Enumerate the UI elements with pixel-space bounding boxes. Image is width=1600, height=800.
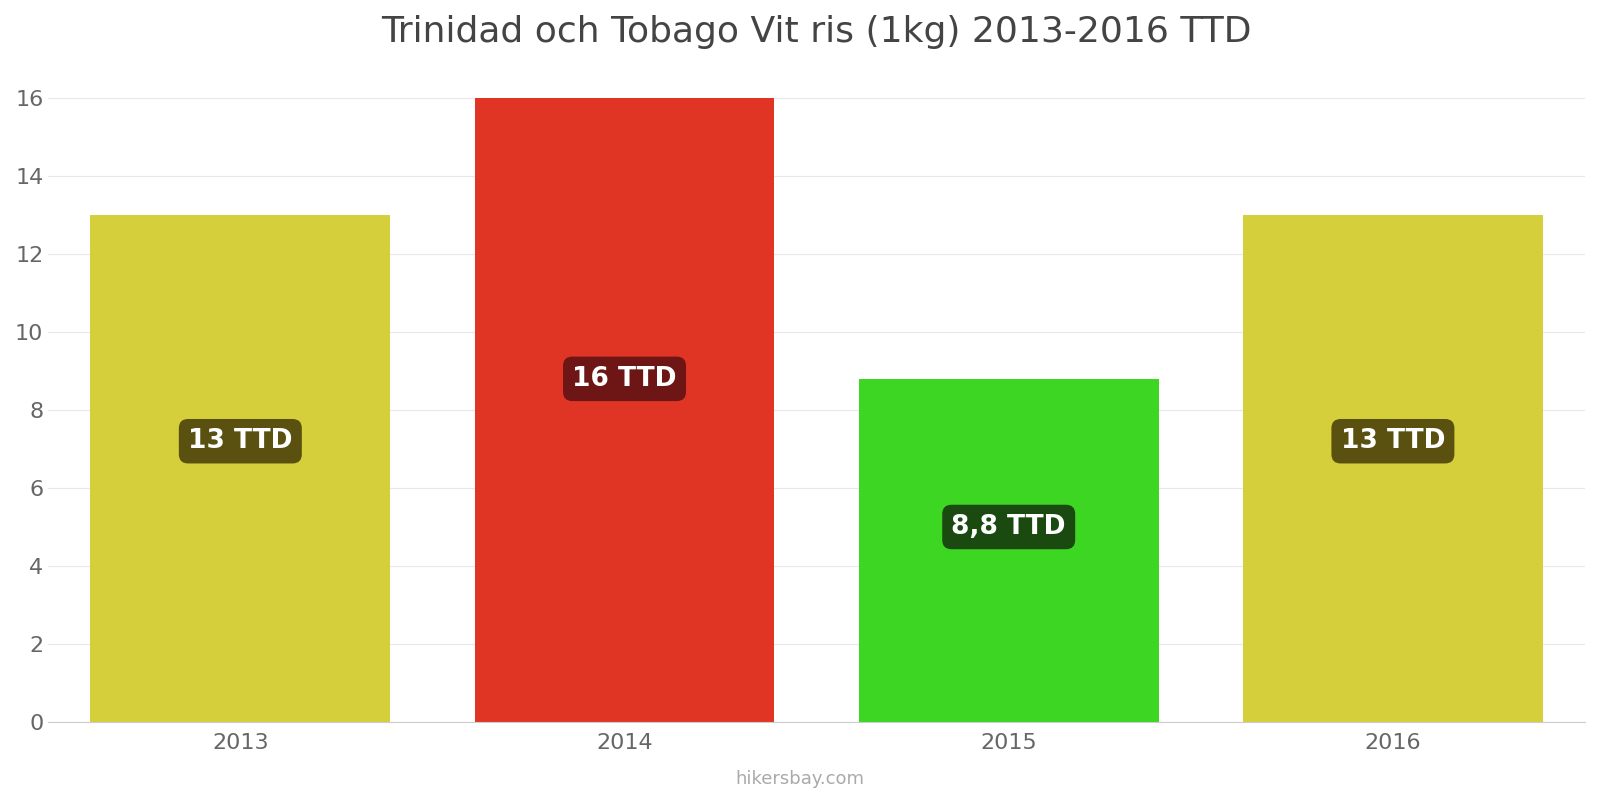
Text: 13 TTD: 13 TTD xyxy=(189,428,293,454)
Bar xyxy=(475,98,774,722)
Text: 8,8 TTD: 8,8 TTD xyxy=(952,514,1066,540)
Text: hikersbay.com: hikersbay.com xyxy=(736,770,864,788)
Text: 16 TTD: 16 TTD xyxy=(573,366,677,392)
Text: 13 TTD: 13 TTD xyxy=(1341,428,1445,454)
Title: Trinidad och Tobago Vit ris (1kg) 2013-2016 TTD: Trinidad och Tobago Vit ris (1kg) 2013-2… xyxy=(381,15,1251,49)
Bar xyxy=(859,379,1158,722)
Bar xyxy=(91,215,390,722)
Bar xyxy=(1243,215,1542,722)
